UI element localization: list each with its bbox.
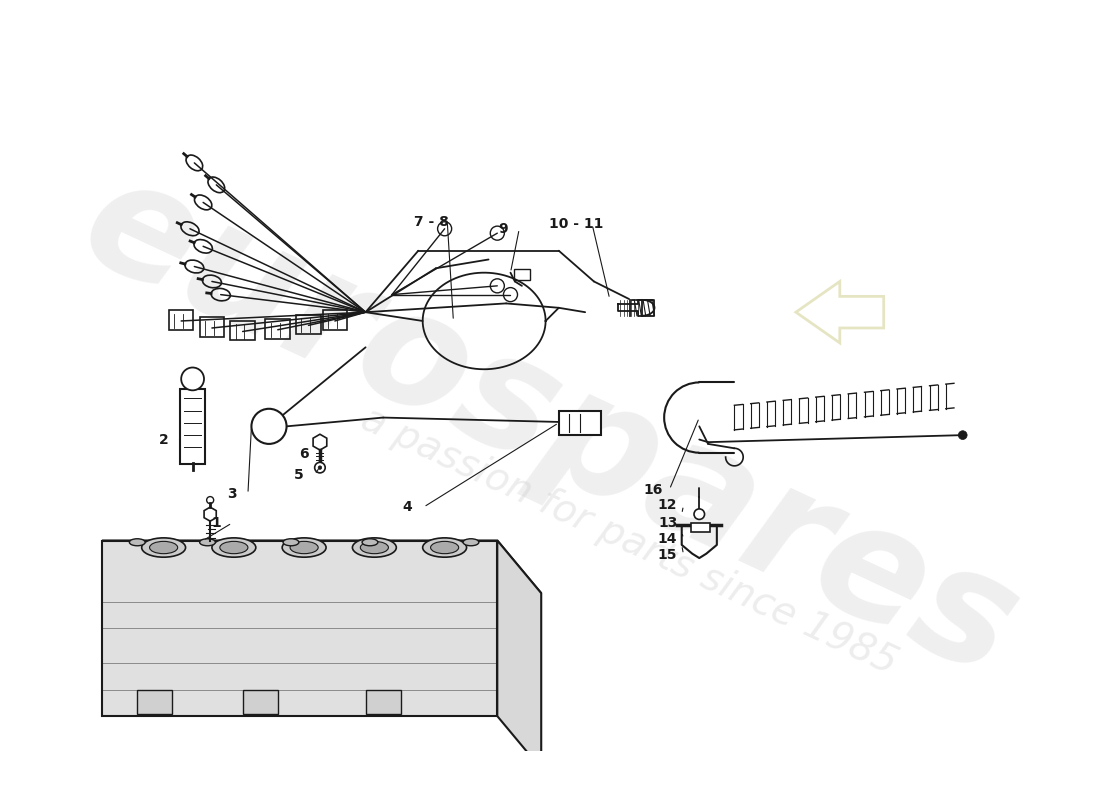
Text: 13: 13 <box>658 516 678 530</box>
Bar <box>691 523 710 532</box>
Circle shape <box>694 509 705 519</box>
Bar <box>243 690 278 714</box>
Circle shape <box>315 462 326 473</box>
Polygon shape <box>102 541 497 716</box>
Ellipse shape <box>283 538 326 557</box>
Text: 9: 9 <box>498 222 508 236</box>
Text: 4: 4 <box>403 500 412 514</box>
Polygon shape <box>102 541 541 593</box>
Text: 10 - 11: 10 - 11 <box>549 218 604 231</box>
Bar <box>138 690 173 714</box>
Ellipse shape <box>361 542 388 554</box>
Text: 3: 3 <box>228 487 236 501</box>
Circle shape <box>252 409 287 444</box>
Circle shape <box>182 367 204 390</box>
Text: 12: 12 <box>658 498 678 512</box>
Ellipse shape <box>422 538 466 557</box>
Bar <box>365 690 400 714</box>
Text: 14: 14 <box>658 532 678 546</box>
Ellipse shape <box>463 538 478 546</box>
Text: 1: 1 <box>211 516 221 530</box>
Text: 16: 16 <box>644 482 663 497</box>
Ellipse shape <box>130 538 145 546</box>
Bar <box>180 390 205 464</box>
Text: 6: 6 <box>299 447 309 462</box>
Ellipse shape <box>150 542 178 554</box>
Text: 15: 15 <box>658 547 678 562</box>
Ellipse shape <box>430 542 459 554</box>
Ellipse shape <box>199 538 216 546</box>
Ellipse shape <box>290 542 318 554</box>
Text: 7 - 8: 7 - 8 <box>414 214 449 229</box>
Text: eurospares: eurospares <box>59 142 1041 710</box>
Ellipse shape <box>212 538 256 557</box>
Circle shape <box>318 466 321 470</box>
Ellipse shape <box>283 538 299 546</box>
Ellipse shape <box>362 538 378 546</box>
Circle shape <box>958 430 967 439</box>
Ellipse shape <box>352 538 396 557</box>
Text: 2: 2 <box>158 433 168 446</box>
Text: 5: 5 <box>294 468 304 482</box>
Polygon shape <box>497 541 541 769</box>
Ellipse shape <box>142 538 186 557</box>
Ellipse shape <box>220 542 248 554</box>
Text: a passion for parts since 1985: a passion for parts since 1985 <box>355 399 903 682</box>
Bar <box>559 410 601 435</box>
